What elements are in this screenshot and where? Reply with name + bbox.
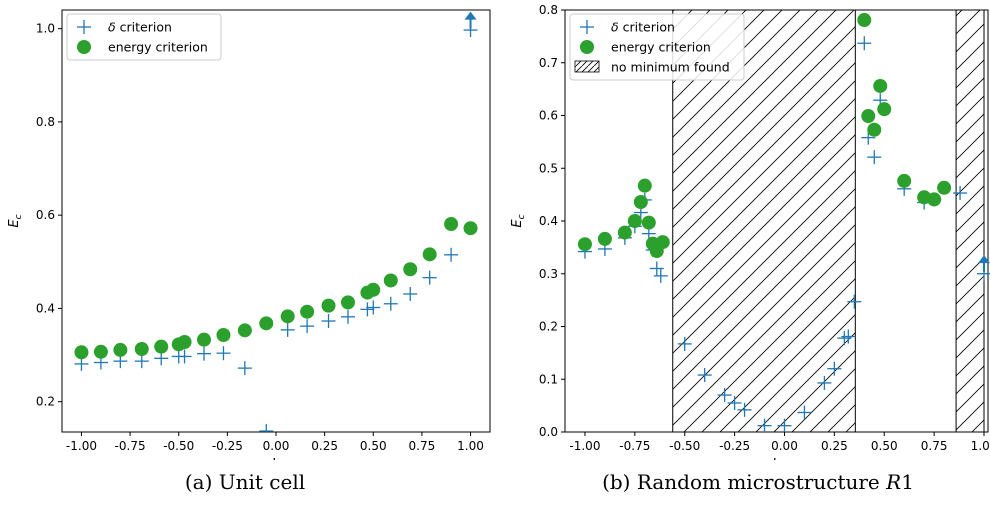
- arrow-head: [978, 255, 990, 264]
- y-tick-label: 0.5: [539, 161, 558, 175]
- energy-point: [74, 345, 89, 360]
- legend-entry-label: energy criterion: [108, 40, 208, 55]
- legend: δ criterion energy criterion: [66, 13, 222, 61]
- caption-b: (b) Random microstructure R1: [602, 470, 914, 494]
- energy-point: [897, 173, 912, 188]
- x-tick-label: 0.00: [771, 439, 798, 453]
- energy-point: [113, 342, 128, 357]
- x-tick-label: -0.75: [619, 439, 650, 453]
- caption-a: (a) Unit cell: [185, 470, 305, 494]
- legend-entry-label: energy criterion: [611, 40, 711, 55]
- y-tick-label: 0.3: [539, 267, 558, 281]
- energy-point: [340, 295, 355, 310]
- legend-box: [569, 13, 745, 81]
- energy-point: [366, 282, 381, 297]
- energy-point: [383, 273, 398, 288]
- axes-frame: [61, 9, 491, 433]
- chart-panel-b: -1.00 -0.75 -0.50 -0.25 0.00 0.25 0.50 0.75 1.0 0…: [510, 3, 990, 460]
- x-tick-label: -0.50: [163, 439, 194, 453]
- x-tick-label: 0.75: [921, 439, 948, 453]
- caption-b-text: (b) Random microstructure: [602, 470, 887, 494]
- hatched-region-1: [955, 9, 985, 433]
- markers: [577, 13, 990, 432]
- energy-point: [280, 309, 295, 324]
- y-tick-label: 0.6: [539, 109, 558, 123]
- energy-point: [216, 328, 231, 343]
- energy-point: [403, 262, 418, 277]
- energy-point: [641, 215, 656, 230]
- energy-point: [422, 247, 437, 262]
- y-axis-label: Ec: [7, 214, 24, 227]
- y-tick-label: 0.8: [539, 3, 558, 17]
- x-tick-label: 0.25: [311, 439, 338, 453]
- caption-b-italic: R: [886, 470, 902, 494]
- legend-entry-label: no minimum found: [611, 60, 730, 75]
- legend-hatch-marker: [574, 60, 600, 73]
- x-axis-label: L: [272, 457, 280, 460]
- caption-b-suffix: 1: [901, 470, 914, 494]
- chart-panel-a: -1.00 -0.75 -0.50 -0.25 0.00 0.25 0.50 0.75 1.00…: [7, 9, 491, 460]
- energy-point: [597, 231, 612, 246]
- x-tick-label: -1.00: [569, 439, 600, 453]
- x-tick-label: -1.00: [66, 439, 97, 453]
- y-tick-label: 0.2: [36, 395, 55, 409]
- x-tick-label: 0.25: [821, 439, 848, 453]
- energy-point: [655, 235, 670, 250]
- y-tick-label: 0.4: [36, 301, 55, 315]
- energy-point: [321, 298, 336, 313]
- energy-point: [237, 323, 252, 338]
- energy-point: [577, 237, 592, 252]
- arrow-head: [464, 11, 477, 20]
- energy-point: [937, 180, 952, 195]
- energy-point: [154, 339, 169, 354]
- energy-point: [259, 316, 274, 331]
- energy-point: [197, 332, 212, 347]
- energy-point: [877, 102, 892, 117]
- legend-box: [66, 13, 222, 61]
- energy-point: [444, 217, 459, 232]
- energy-point: [134, 341, 149, 356]
- legend: δ criterion energy criterion no minimum fo…: [569, 13, 745, 81]
- x-tick-label: 0.50: [360, 439, 387, 453]
- y-tick-label: 1.0: [36, 22, 55, 36]
- energy-point: [633, 195, 648, 210]
- energy-point: [617, 225, 632, 240]
- y-tick-label: 0.8: [36, 115, 55, 129]
- x-tick-label: 0.50: [871, 439, 898, 453]
- x-tick-label: 1.00: [457, 439, 484, 453]
- x-tick-label: -0.75: [115, 439, 146, 453]
- y-tick-label: 0.0: [539, 425, 558, 439]
- figure: -1.00 -0.75 -0.50 -0.25 0.00 0.25 0.50 0.75 1.00…: [7, 3, 990, 460]
- energy-point: [93, 344, 108, 359]
- x-tick-label: -0.25: [212, 439, 243, 453]
- legend-energy-marker: [580, 40, 594, 54]
- x-tick-label: -0.50: [669, 439, 700, 453]
- x-tick-label: -0.25: [719, 439, 750, 453]
- y-tick-label: 0.2: [539, 320, 558, 334]
- energy-point: [861, 109, 876, 124]
- energy-point: [463, 221, 478, 236]
- y-tick-label: 0.4: [539, 214, 558, 228]
- y-tick-label: 0.6: [36, 208, 55, 222]
- energy-point: [627, 214, 642, 228]
- caption-a-text: (a) Unit cell: [184, 470, 306, 494]
- x-tick-label: 1.00: [971, 439, 990, 453]
- markers: [74, 23, 478, 432]
- energy-point: [857, 13, 872, 28]
- x-tick-label: 0.75: [409, 439, 436, 453]
- energy-point: [177, 335, 192, 350]
- y-tick-label: 0.7: [539, 56, 558, 70]
- legend-entry-label: δ criterion: [108, 20, 172, 35]
- energy-point: [867, 122, 882, 137]
- y-tick-label: 0.1: [539, 372, 558, 386]
- legend-entry-label: δ criterion: [611, 20, 675, 35]
- x-axis-label: L: [773, 457, 781, 460]
- x-tick-label: 0.00: [263, 439, 290, 453]
- energy-point: [873, 78, 888, 93]
- energy-point: [300, 304, 315, 319]
- y-axis-label: Ec: [510, 214, 527, 227]
- energy-point: [927, 192, 942, 207]
- legend-energy-marker: [77, 40, 91, 54]
- energy-point: [637, 178, 652, 193]
